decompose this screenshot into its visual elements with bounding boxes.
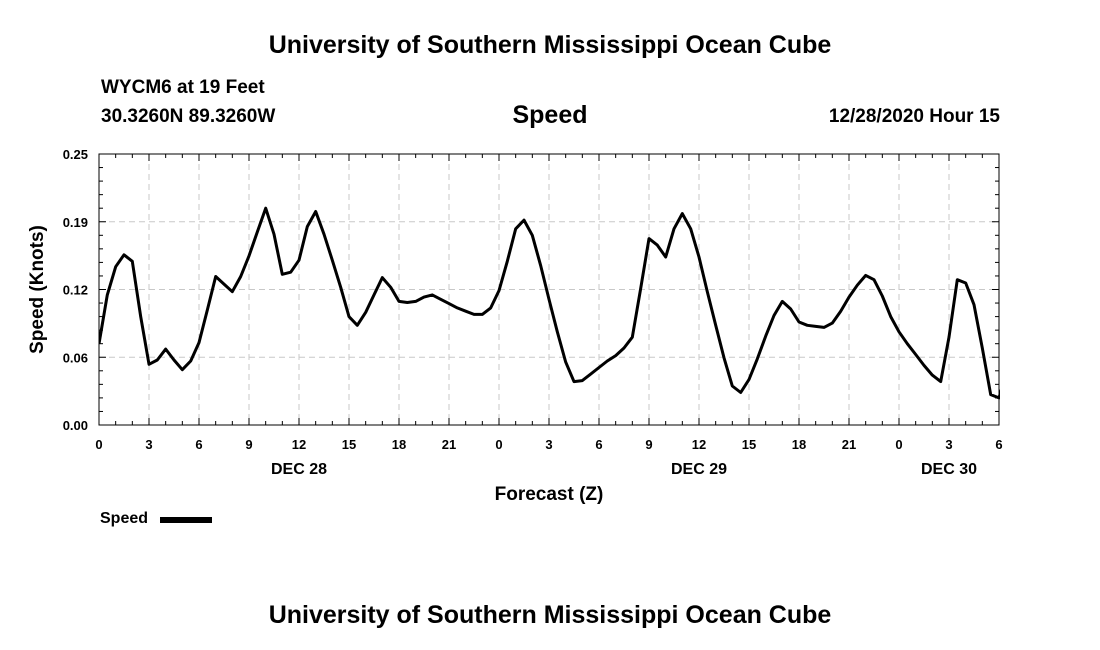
x-tick-label: 21 <box>842 437 856 452</box>
x-tick-label: 9 <box>645 437 652 452</box>
x-tick-label: 3 <box>945 437 952 452</box>
variable-label: Speed <box>512 101 588 129</box>
y-tick-label: 0.19 <box>63 215 88 230</box>
x-tick-label: 18 <box>792 437 806 452</box>
footer-title: University of Southern Mississippi Ocean… <box>268 601 832 629</box>
y-tick-label: 0.12 <box>63 283 88 298</box>
x-axis-label: Forecast (Z) <box>495 484 604 505</box>
y-axis-label: Speed (Knots) <box>27 225 48 354</box>
y-tick-label: 0.00 <box>63 418 88 433</box>
x-tick-label: 6 <box>595 437 602 452</box>
chart-title: University of Southern Mississippi Ocean… <box>268 31 832 59</box>
coordinates-label: 30.3260N 89.3260W <box>101 106 276 127</box>
issued-time-label: 12/28/2020 Hour 15 <box>828 106 1000 127</box>
x-tick-label: 21 <box>442 437 456 452</box>
y-tick-label: 0.06 <box>63 350 88 365</box>
x-tick-label: 3 <box>545 437 552 452</box>
x-tick-label: 6 <box>995 437 1002 452</box>
day-label: DEC 28 <box>271 461 327 478</box>
x-tick-label: 0 <box>95 437 102 452</box>
day-label: DEC 29 <box>671 461 727 478</box>
y-tick-label: 0.25 <box>63 147 88 162</box>
x-tick-label: 18 <box>392 437 406 452</box>
x-tick-label: 0 <box>495 437 502 452</box>
legend-label: Speed <box>100 510 149 527</box>
x-tick-label: 15 <box>742 437 756 452</box>
x-tick-label: 3 <box>145 437 152 452</box>
station-label: WYCM6 at 19 Feet <box>101 77 265 98</box>
x-tick-label: 9 <box>245 437 252 452</box>
x-tick-label: 15 <box>342 437 356 452</box>
x-tick-label: 12 <box>292 437 306 452</box>
x-tick-label: 12 <box>692 437 706 452</box>
x-tick-label: 6 <box>195 437 202 452</box>
speed-series-line <box>99 206 1000 400</box>
day-label: DEC 30 <box>921 461 977 478</box>
x-tick-label: 0 <box>895 437 902 452</box>
legend-swatch <box>160 517 212 523</box>
